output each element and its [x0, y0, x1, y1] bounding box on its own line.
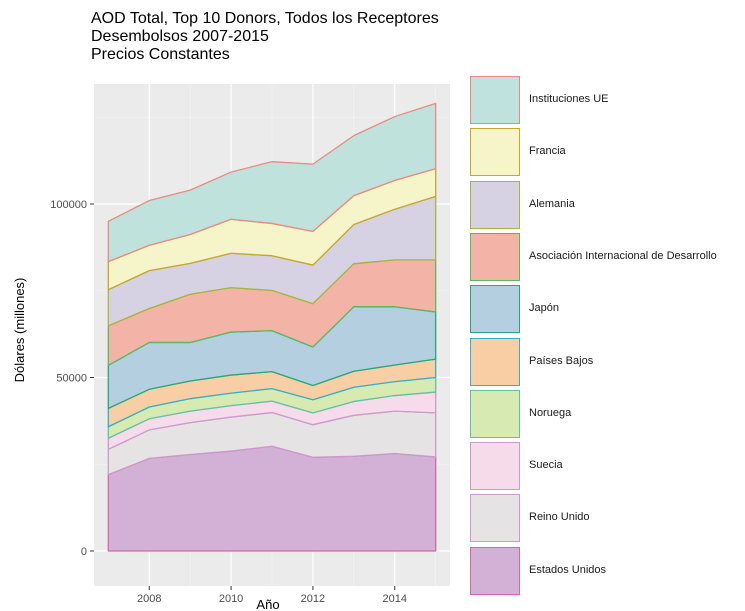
chart-title: AOD Total, Top 10 Donors, Todos los Rece…	[91, 10, 439, 64]
y-axis-label: Dólares (millones)	[12, 278, 27, 383]
x-axis-label: Año	[256, 597, 279, 611]
chart-title-line-1: AOD Total, Top 10 Donors, Todos los Rece…	[91, 10, 439, 27]
legend-label: Países Bajos	[529, 354, 594, 367]
legend-key	[470, 337, 520, 386]
area-instituciones-ue	[107, 102, 437, 263]
y-tick-label: 0	[81, 546, 87, 558]
legend-key	[470, 546, 520, 595]
x-tick-label: 2012	[301, 593, 325, 605]
legend-key	[470, 494, 520, 543]
area-estados-unidos	[107, 445, 437, 552]
y-axis: 0 50000 100000	[50, 199, 94, 558]
legend-label: Noruega	[529, 406, 572, 419]
legend-item: Suecia	[468, 441, 745, 493]
x-tick-label: 2008	[137, 593, 161, 605]
legend-label: Francia	[529, 145, 566, 158]
legend-label: Estados Unidos	[529, 563, 607, 576]
legend-label: Suecia	[529, 459, 563, 472]
legend-key	[470, 285, 520, 334]
x-tick-label: 2014	[383, 593, 407, 605]
legend-key	[470, 232, 520, 281]
y-tick-label: 50000	[56, 373, 87, 385]
legend-key	[470, 180, 520, 229]
legend-key	[470, 76, 520, 124]
legend-item: Noruega	[468, 389, 745, 441]
legend-item: Reino Unido	[468, 493, 745, 545]
chart-title-line-2: Desembolsos 2007-2015	[91, 28, 269, 45]
legend-label: Reino Unido	[529, 511, 590, 524]
legend-label: Asociación Internacional de Desarrollo	[529, 249, 717, 262]
legend-item: Japón	[468, 284, 745, 336]
legend-item: Asociación Internacional de Desarrollo	[468, 232, 745, 284]
legend-label: Japón	[529, 302, 559, 315]
legend-key	[470, 442, 520, 491]
legend-key	[470, 128, 520, 177]
x-axis: 2008 2010 2012 2014	[137, 586, 407, 605]
y-tick-label: 100000	[50, 199, 87, 211]
legend-label: Instituciones UE	[529, 93, 609, 105]
chart-title-line-3: Precios Constantes	[91, 46, 230, 63]
x-tick-label: 2010	[219, 593, 243, 605]
legend-key	[470, 389, 520, 438]
legend-label: Alemania	[529, 197, 575, 210]
legend-item: Países Bajos	[468, 337, 745, 389]
legend-item: Alemania	[468, 180, 745, 232]
legend-item: Estados Unidos	[468, 546, 745, 598]
stacked-areas	[107, 102, 437, 552]
legend-item: Francia	[468, 127, 745, 179]
legend-item: Instituciones UE	[468, 75, 745, 127]
